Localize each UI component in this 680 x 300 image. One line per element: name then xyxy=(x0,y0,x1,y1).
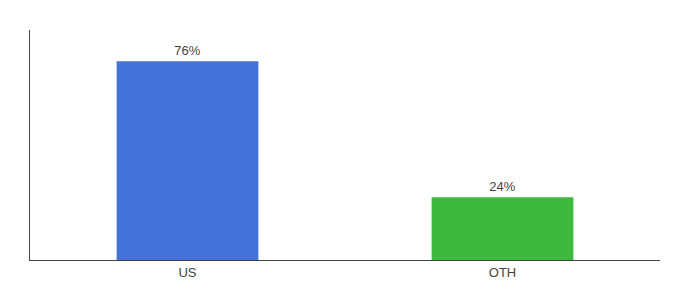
svg-text:US: US xyxy=(178,265,196,280)
svg-text:OTH: OTH xyxy=(489,265,516,280)
svg-text:24%: 24% xyxy=(489,179,515,194)
svg-text:76%: 76% xyxy=(174,43,200,58)
